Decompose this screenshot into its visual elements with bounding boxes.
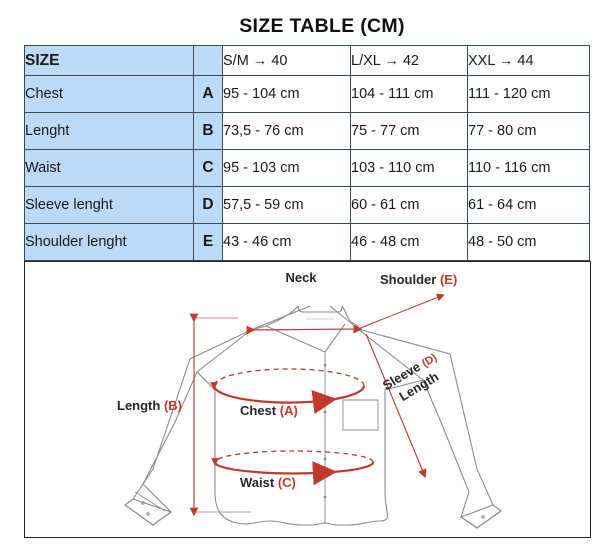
svg-text:Neck: Neck <box>285 270 317 285</box>
svg-text:Length (B): Length (B) <box>117 398 182 413</box>
svg-text:Waist (C): Waist (C) <box>240 475 296 490</box>
svg-text:Chest (A): Chest (A) <box>240 403 298 418</box>
svg-text:Shoulder (E): Shoulder (E) <box>380 272 457 287</box>
